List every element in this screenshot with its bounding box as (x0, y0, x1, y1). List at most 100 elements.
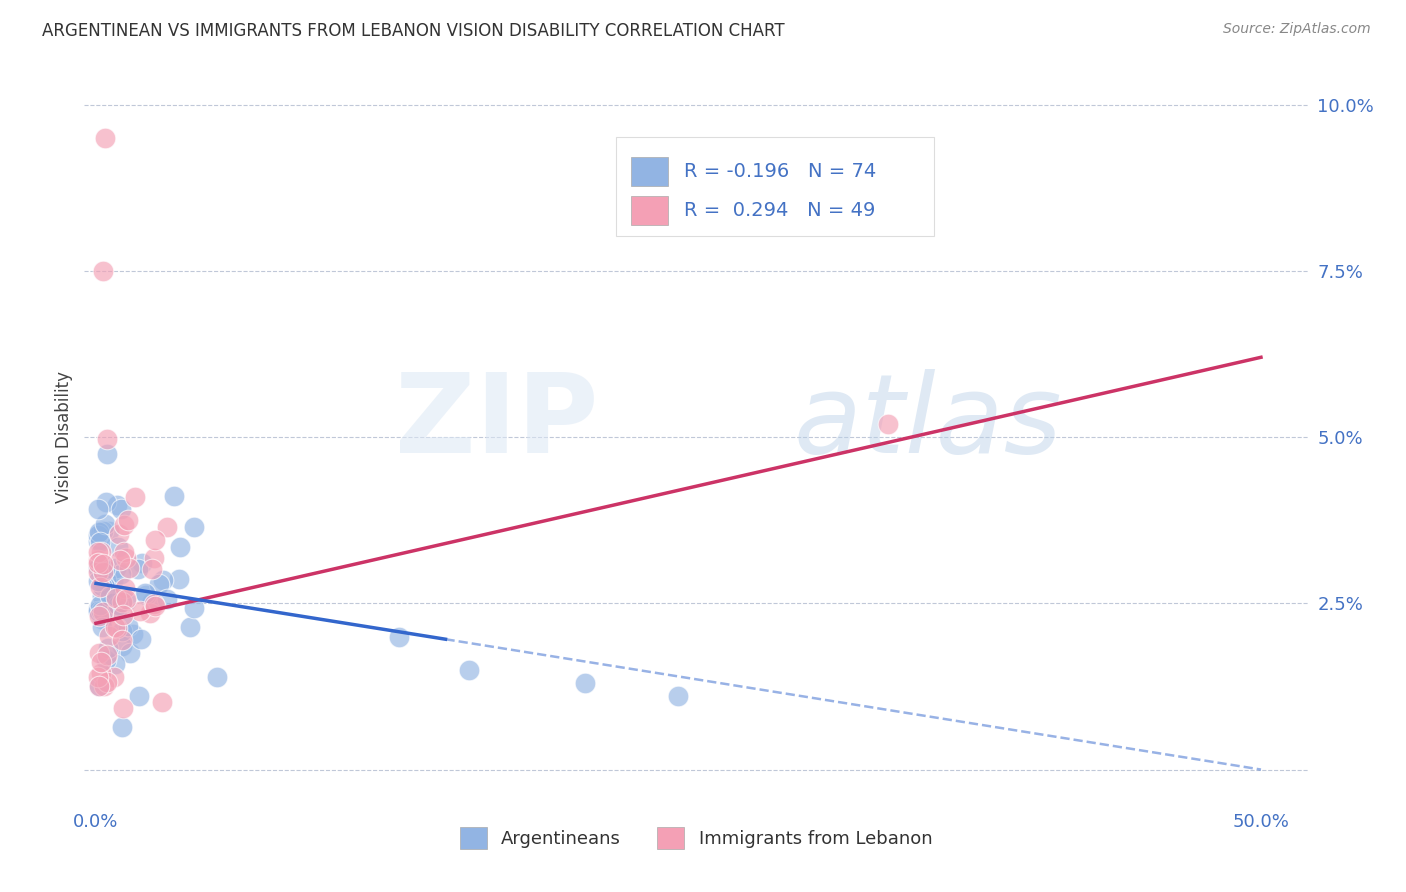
Point (143, 551, 166, 566)
Point (87, 669, 110, 683)
Point (96, 675, 118, 690)
Point (94, 558, 117, 573)
Point (94, 494, 117, 508)
Point (97, 640, 120, 655)
Point (152, 573, 174, 587)
Point (87, 680, 110, 694)
Text: ZIP: ZIP (395, 369, 598, 476)
Point (110, 501, 132, 516)
Point (94, 131, 117, 145)
Point (91, 605, 114, 619)
Point (115, 551, 138, 566)
Text: atlas: atlas (794, 369, 1063, 476)
Point (111, 595, 134, 609)
Point (87, 502, 110, 516)
Point (91, 524, 114, 538)
Point (87, 556, 110, 570)
Point (167, 572, 190, 586)
Text: ARGENTINEAN VS IMMIGRANTS FROM LEBANON VISION DISABILITY CORRELATION CHART: ARGENTINEAN VS IMMIGRANTS FROM LEBANON V… (42, 22, 785, 40)
Point (114, 582, 136, 596)
Point (112, 608, 135, 623)
Point (89, 533, 111, 548)
Point (108, 526, 131, 541)
Point (108, 553, 131, 567)
Point (121, 627, 143, 641)
Point (94, 562, 117, 576)
Point (87, 525, 110, 540)
Point (148, 577, 170, 591)
Point (105, 621, 128, 635)
Point (98, 524, 121, 538)
Point (97, 629, 120, 643)
Point (117, 513, 139, 527)
Point (96, 447, 118, 461)
Point (388, 630, 411, 644)
Legend: Argentineans, Immigrants from Lebanon: Argentineans, Immigrants from Lebanon (453, 820, 939, 856)
Point (131, 632, 153, 646)
Point (90, 620, 112, 634)
Point (183, 520, 205, 534)
Point (104, 620, 127, 634)
Point (87, 609, 110, 624)
Point (96, 648, 118, 662)
Point (101, 581, 124, 595)
Point (94, 574, 117, 588)
Point (91, 264, 114, 278)
FancyBboxPatch shape (631, 195, 668, 225)
Text: R = -0.196   N = 74: R = -0.196 N = 74 (683, 162, 876, 181)
Point (87, 602, 110, 616)
Point (87, 533, 110, 548)
Point (111, 701, 134, 715)
Point (93, 679, 115, 693)
Point (131, 557, 153, 571)
Point (156, 519, 179, 533)
Point (574, 676, 596, 690)
Point (87, 646, 110, 660)
Point (89, 656, 111, 670)
Point (110, 597, 132, 611)
Point (141, 561, 163, 575)
Point (89, 545, 111, 559)
Point (98, 589, 121, 603)
Point (127, 561, 149, 575)
Point (94, 516, 117, 531)
Point (87, 679, 110, 693)
Point (96, 573, 118, 587)
Point (90, 558, 112, 572)
Point (156, 591, 179, 606)
Y-axis label: Vision Disability: Vision Disability (55, 371, 73, 503)
Point (103, 670, 125, 684)
Point (118, 561, 141, 575)
Point (877, 417, 900, 431)
Point (179, 619, 201, 633)
Point (134, 586, 156, 600)
Point (105, 560, 128, 574)
Point (89, 580, 111, 594)
Text: Source: ZipAtlas.com: Source: ZipAtlas.com (1223, 22, 1371, 37)
Point (90, 611, 112, 625)
Point (457, 663, 479, 677)
Point (143, 599, 166, 614)
Point (117, 619, 139, 633)
Point (143, 533, 166, 548)
Point (90, 666, 112, 681)
Point (128, 689, 150, 703)
Point (97, 594, 120, 608)
Point (87, 553, 110, 567)
Point (87, 528, 110, 542)
Point (111, 640, 134, 654)
Point (96, 653, 118, 667)
Point (169, 541, 191, 555)
Point (112, 518, 135, 533)
FancyBboxPatch shape (616, 137, 935, 235)
Point (111, 624, 134, 638)
FancyBboxPatch shape (631, 157, 668, 186)
Point (90, 525, 112, 540)
Point (105, 591, 128, 606)
Text: R =  0.294   N = 49: R = 0.294 N = 49 (683, 201, 875, 219)
Point (110, 566, 132, 581)
Point (107, 540, 129, 554)
Point (91, 579, 114, 593)
Point (150, 695, 173, 709)
Point (141, 595, 163, 609)
